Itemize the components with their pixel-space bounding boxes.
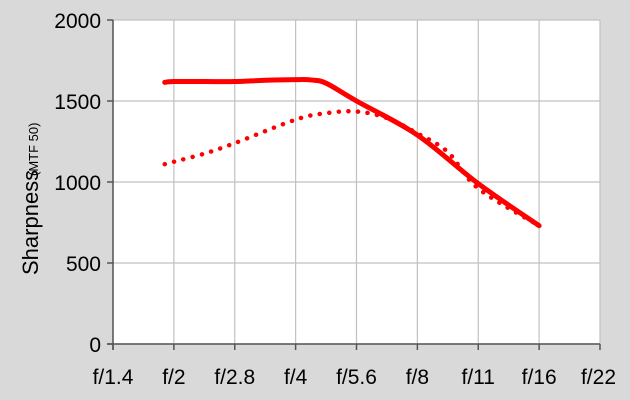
x-tick-label: f/22 — [581, 366, 616, 389]
y-tick-label: 0 — [89, 334, 101, 357]
y-axis-title: Sharpness — [18, 170, 43, 275]
x-tick-label: f/1.4 — [93, 366, 134, 389]
x-tick-label: f/16 — [522, 366, 557, 389]
x-tick-label: f/2.8 — [214, 366, 255, 389]
x-tick-label: f/11 — [462, 366, 495, 389]
y-tick-label: 1000 — [54, 172, 101, 195]
x-tick-label: f/5.6 — [336, 366, 377, 389]
tick-labels: 0 500 1000 1500 2000 f/1.4 f/2 f/2.8 f/4 f/5.6 f/8… — [54, 10, 616, 389]
x-tick-label: f/2 — [162, 366, 185, 389]
series-line-dotted — [162, 109, 542, 228]
y-axis-unit: (MTF 50) — [26, 123, 41, 176]
series-lines — [162, 77, 542, 229]
axes — [107, 19, 601, 350]
y-tick-label: 500 — [66, 253, 101, 276]
x-tick-label: f/8 — [406, 366, 429, 389]
grid-lines — [112, 19, 601, 345]
series-line-solid — [162, 77, 542, 229]
x-tick-label: f/4 — [284, 366, 308, 389]
y-tick-label: 2000 — [54, 10, 101, 33]
y-tick-label: 1500 — [54, 91, 101, 114]
